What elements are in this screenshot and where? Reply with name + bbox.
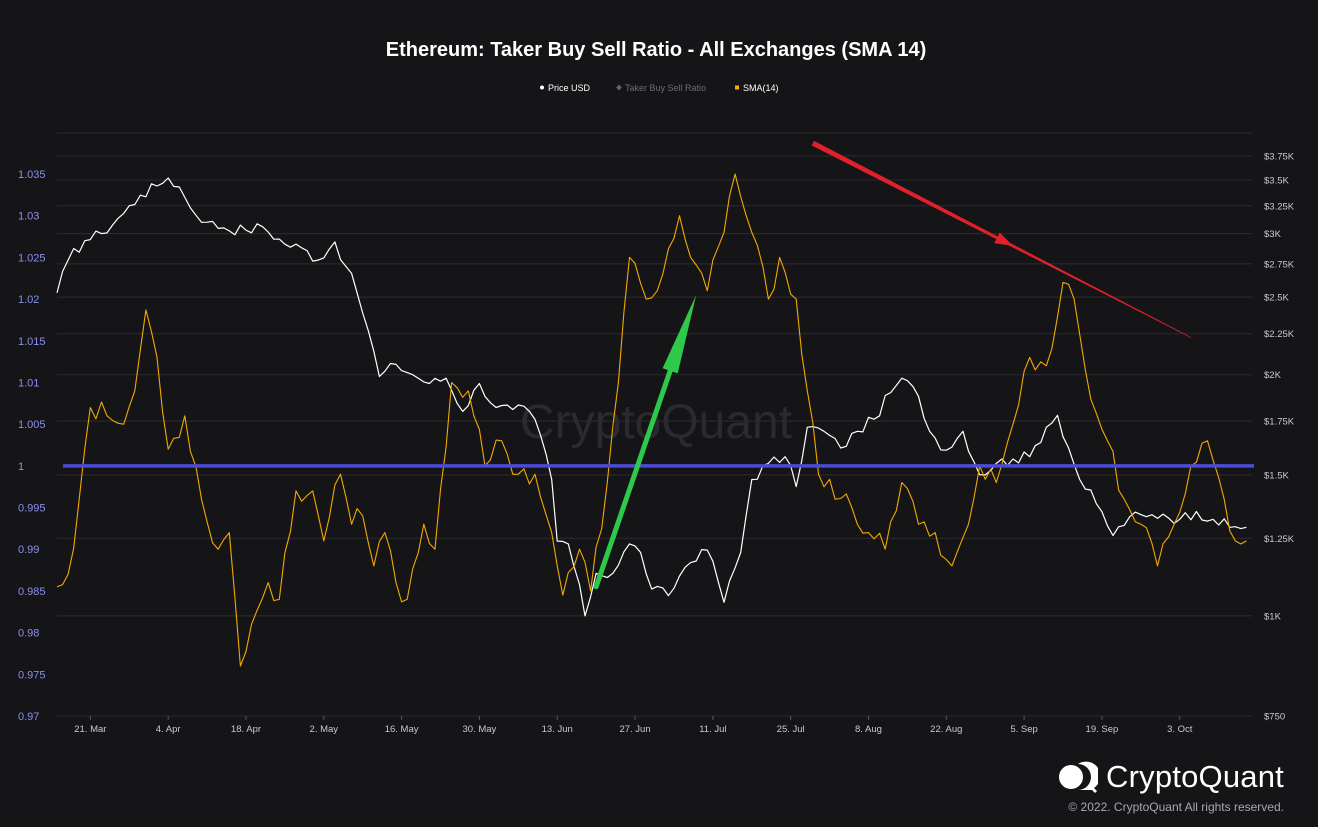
y-tick-label-right: $3K [1264,229,1282,240]
y-tick-label-left: 1.015 [18,336,46,348]
y-tick-label-left: 1.01 [18,377,39,389]
watermark: CryptoQuant [520,396,792,449]
x-tick-label: 4. Apr [156,724,181,735]
legend-label: SMA(14) [743,83,779,93]
red-arrow [811,140,1191,338]
y-tick-label-left: 1.005 [18,419,46,431]
legend-marker [616,84,622,91]
arrow-head [994,232,1014,247]
legend-label: Taker Buy Sell Ratio [625,83,706,93]
sma14-line [56,173,1247,667]
y-tick-label-right: $3.5K [1264,176,1289,187]
x-tick-label: 8. Aug [855,724,882,735]
gridlines [57,132,1252,717]
x-tick-label: 30. May [463,724,497,735]
green-arrow [593,294,697,590]
price-usd-line [56,177,1247,617]
x-tick-label: 18. Apr [231,724,261,735]
legend-marker [735,85,739,90]
y-axis-right: $3.75K $3.5K $3.25K $3K $2.75K $2.5K $2.25K $2K… [1264,152,1295,723]
legend-item: SMA(14) [735,83,779,93]
legend: Price USD Taker Buy Sell Ratio SMA(14) [540,83,779,93]
x-tick-label: 21. Mar [74,724,106,735]
y-tick-label-left: 0.98 [18,628,39,640]
legend-marker [540,85,544,90]
annotation-layer [593,140,1191,590]
x-tick-label: 25. Jul [777,724,805,735]
arrow-head [662,294,697,374]
y-tick-label-right: $3.25K [1264,201,1295,212]
y-tick-label-right: $2.5K [1264,293,1289,304]
chart-title: Ethereum: Taker Buy Sell Ratio - All Exc… [386,39,927,61]
y-tick-label-left: 0.975 [18,669,46,681]
series-layer [56,173,1247,667]
y-tick-label-right: $2K [1264,370,1282,381]
y-axis-left: 1.035 1.03 1.025 1.02 1.015 1.01 1.005 1 0.995 0.… [18,169,46,723]
legend-label: Price USD [548,83,591,93]
y-tick-label-left: 1.02 [18,294,39,306]
legend-item: Taker Buy Sell Ratio [616,83,706,93]
y-tick-label-left: 0.995 [18,503,46,515]
x-tick-label: 16. May [385,724,419,735]
y-tick-label-left: 0.985 [18,586,46,598]
cryptoquant-logo-icon [1059,761,1099,793]
legend-item: Price USD [540,83,591,93]
y-tick-label-right: $1.75K [1264,417,1295,428]
y-tick-label-right: $3.75K [1264,152,1295,163]
y-tick-label-left: 0.97 [18,711,39,723]
arrow-notch [669,355,680,371]
y-tick-label-left: 1.03 [18,211,39,223]
brand-name: CryptoQuant [1106,759,1284,794]
y-tick-label-right: $2.25K [1264,329,1295,340]
x-tick-label: 3. Oct [1167,724,1193,735]
copyright: © 2022. CryptoQuant All rights reserved. [1068,800,1284,814]
x-axis: 21. Mar 4. Apr 18. Apr 2. May 16. May 30. May… [74,716,1193,735]
arrow-shaft [593,368,673,590]
y-tick-label-right: $2.75K [1264,259,1295,270]
y-tick-label-left: 1.035 [18,169,46,181]
x-tick-label: 5. Sep [1010,724,1037,735]
y-tick-label-right: $1.5K [1264,470,1289,481]
y-tick-label-left: 0.99 [18,544,39,556]
x-tick-label: 22. Aug [930,724,962,735]
x-tick-label: 13. Jun [542,724,573,735]
y-tick-label-right: $750 [1264,712,1285,723]
y-tick-label-left: 1 [18,461,24,473]
y-tick-label-right: $1.25K [1264,534,1295,545]
x-tick-label: 2. May [310,724,339,735]
x-tick-label: 27. Jun [619,724,650,735]
x-tick-label: 19. Sep [1086,724,1119,735]
y-tick-label-right: $1K [1264,611,1282,622]
y-tick-label-left: 1.025 [18,252,46,264]
x-tick-label: 11. Jul [699,724,726,735]
brand: CryptoQuant [1058,755,1284,799]
